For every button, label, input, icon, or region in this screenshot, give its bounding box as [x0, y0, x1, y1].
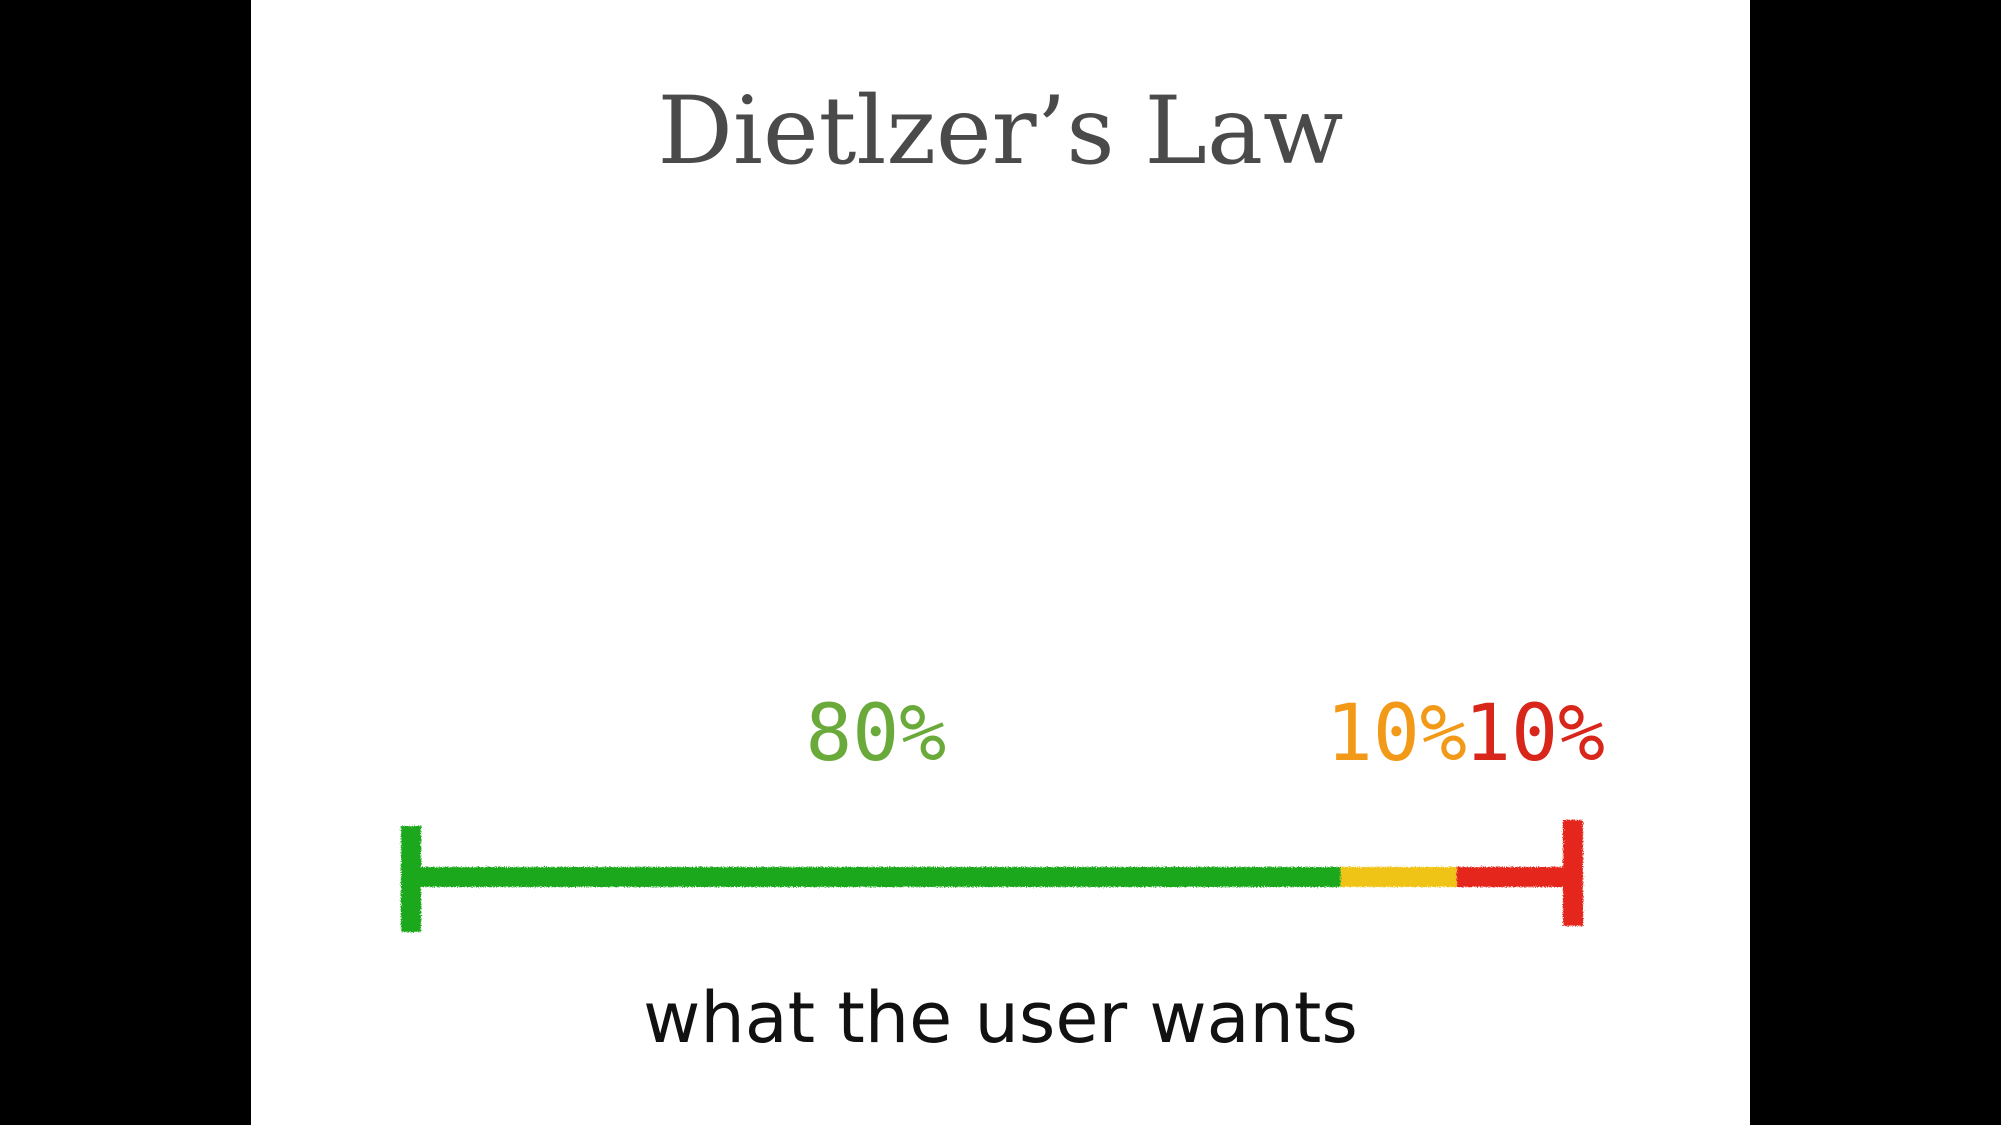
- bar-segment-1: [411, 867, 1341, 887]
- percent-label-3: 10%: [1464, 689, 1605, 779]
- bar-segment-2: [1340, 867, 1457, 887]
- bar-segment-3: [1456, 867, 1573, 887]
- percent-label-2: 10%: [1326, 689, 1467, 779]
- slide: Dietlzer’s Law 80% 10% 10% what the user w…: [251, 0, 1750, 1125]
- axis-end-cap: [1563, 820, 1583, 926]
- slide-title: Dietlzer’s Law: [657, 77, 1344, 186]
- percent-label-1: 80%: [805, 689, 946, 779]
- axis-start-cap: [401, 826, 421, 932]
- stacked-bar-chart: 80% 10%10%: [401, 689, 1605, 932]
- axis-caption: what the user wants: [643, 977, 1358, 1059]
